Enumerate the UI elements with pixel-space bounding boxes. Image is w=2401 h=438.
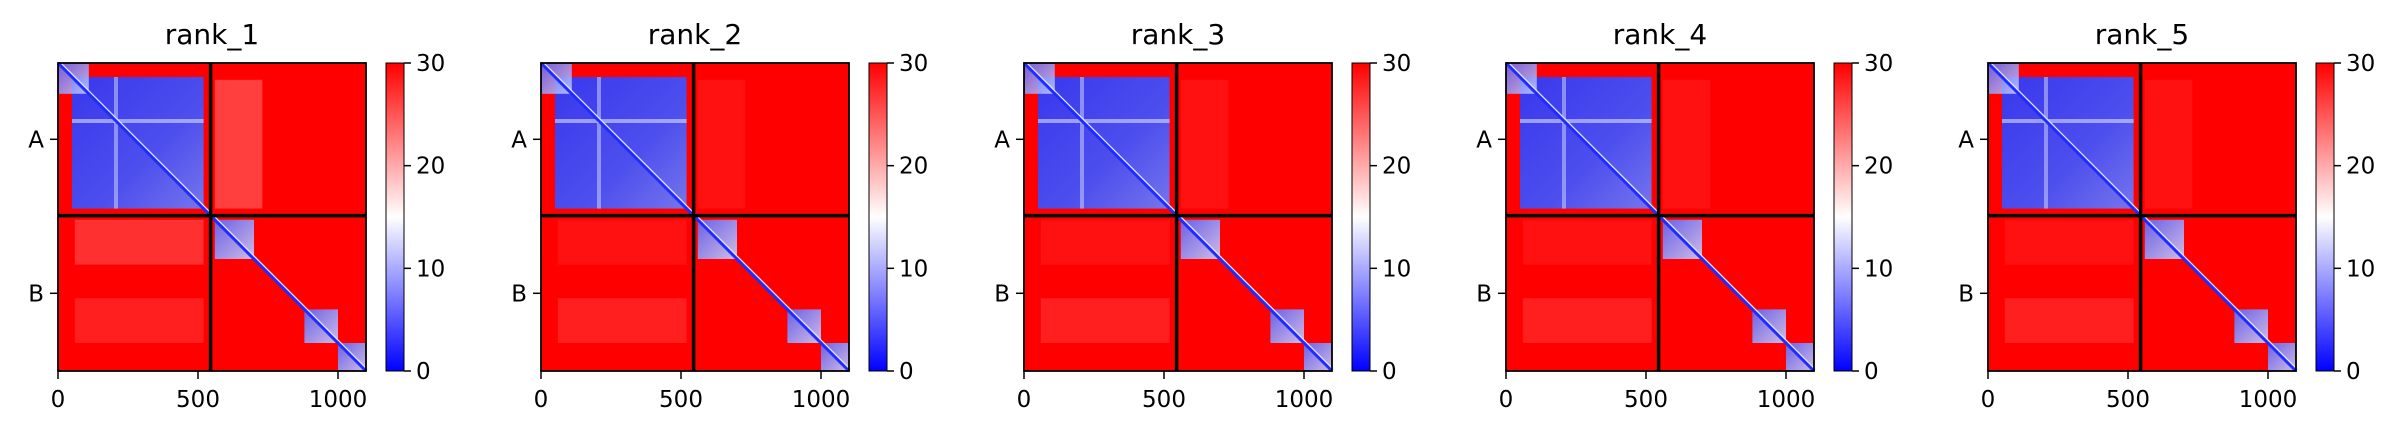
x-tick-label: 0 bbox=[51, 387, 66, 413]
x-tick-label: 1000 bbox=[792, 387, 851, 413]
x-tick-label: 0 bbox=[534, 387, 549, 413]
panel-rank_4: rank_4 0 500 1000 A B 0 10 20 30 bbox=[1476, 18, 1893, 413]
colorbar-tick-label: 30 bbox=[416, 51, 445, 77]
x-tick-label: 500 bbox=[176, 387, 220, 413]
interface-band bbox=[2144, 79, 2193, 209]
interface-band bbox=[1522, 219, 1652, 265]
y-chain-label: A bbox=[1476, 127, 1492, 153]
interface-band bbox=[1040, 219, 1170, 265]
panel-title: rank_5 bbox=[2095, 18, 2189, 51]
chain-a-stripe bbox=[1520, 119, 1652, 123]
chain-a-stripe bbox=[597, 77, 601, 209]
chain-a-stripe bbox=[114, 77, 118, 209]
heatmap-frame bbox=[57, 62, 367, 372]
colorbar-tick-label: 20 bbox=[899, 154, 928, 180]
x-tick-label: 1000 bbox=[309, 387, 368, 413]
colorbar-tick-label: 10 bbox=[1382, 256, 1411, 282]
colorbar-tick-label: 0 bbox=[1864, 359, 1879, 385]
panel-rank_1: rank_1 0 500 1000 A B 0 10 20 30 bbox=[28, 18, 445, 413]
interface-band bbox=[557, 298, 687, 343]
y-chain-label: B bbox=[994, 281, 1010, 307]
interface-band bbox=[2004, 219, 2134, 265]
y-chain-label: B bbox=[511, 281, 527, 307]
chain-a-stripe bbox=[2002, 119, 2134, 123]
y-chain-label: A bbox=[994, 127, 1010, 153]
interface-band bbox=[1040, 298, 1170, 343]
colorbar-tick-label: 10 bbox=[1864, 256, 1893, 282]
x-tick-label: 1000 bbox=[2239, 387, 2298, 413]
panel-title: rank_2 bbox=[648, 18, 742, 51]
colorbar-tick-label: 0 bbox=[2346, 359, 2361, 385]
colorbar-tick-label: 20 bbox=[416, 154, 445, 180]
chain-a-stripe bbox=[1080, 77, 1084, 209]
interface-band bbox=[1522, 298, 1652, 343]
heatmap-frame bbox=[540, 62, 850, 372]
chain-a-stripe bbox=[555, 119, 687, 123]
panel-rank_3: rank_3 0 500 1000 A B 0 10 20 30 bbox=[994, 18, 1411, 413]
chain-a-stripe bbox=[1038, 119, 1170, 123]
chain-a-stripe bbox=[72, 119, 204, 123]
colorbar-tick-label: 0 bbox=[416, 359, 431, 385]
interface-band bbox=[214, 79, 263, 209]
panel-title: rank_1 bbox=[165, 18, 259, 51]
x-tick-label: 0 bbox=[1981, 387, 1996, 413]
colorbar bbox=[385, 62, 405, 372]
y-chain-label: A bbox=[511, 127, 527, 153]
colorbar-tick-label: 30 bbox=[2346, 51, 2375, 77]
panel-rank_5: rank_5 0 500 1000 A B 0 10 20 30 bbox=[1958, 18, 2375, 413]
colorbar bbox=[1351, 62, 1371, 372]
colorbar bbox=[868, 62, 888, 372]
x-tick-label: 0 bbox=[1499, 387, 1514, 413]
x-tick-label: 500 bbox=[2106, 387, 2150, 413]
colorbar-tick-label: 10 bbox=[2346, 256, 2375, 282]
interface-band bbox=[1180, 79, 1229, 209]
chain-a-stripe bbox=[1562, 77, 1566, 209]
colorbar-tick-label: 20 bbox=[2346, 154, 2375, 180]
colorbar-tick-label: 10 bbox=[416, 256, 445, 282]
colorbar-tick-label: 20 bbox=[1864, 154, 1893, 180]
panel-rank_2: rank_2 0 500 1000 A B 0 10 20 30 bbox=[511, 18, 928, 413]
colorbar-tick-label: 10 bbox=[899, 256, 928, 282]
colorbar-tick-label: 20 bbox=[1382, 154, 1411, 180]
colorbar bbox=[1833, 62, 1853, 372]
colorbar bbox=[2315, 62, 2335, 372]
interface-band bbox=[74, 219, 204, 265]
chain-a-stripe bbox=[2044, 77, 2048, 209]
colorbar-tick-label: 0 bbox=[899, 359, 914, 385]
x-tick-label: 500 bbox=[659, 387, 703, 413]
x-tick-label: 500 bbox=[1142, 387, 1186, 413]
interface-band bbox=[74, 298, 204, 343]
x-tick-label: 0 bbox=[1017, 387, 1032, 413]
interface-band bbox=[697, 79, 746, 209]
y-chain-label: B bbox=[1476, 281, 1492, 307]
panel-title: rank_3 bbox=[1131, 18, 1225, 51]
interface-band bbox=[2004, 298, 2134, 343]
y-chain-label: A bbox=[1958, 127, 1974, 153]
x-tick-label: 1000 bbox=[1275, 387, 1334, 413]
colorbar-tick-label: 0 bbox=[1382, 359, 1397, 385]
colorbar-tick-label: 30 bbox=[899, 51, 928, 77]
heatmap-frame bbox=[1987, 62, 2297, 372]
interface-band bbox=[1662, 79, 1711, 209]
colorbar-tick-label: 30 bbox=[1864, 51, 1893, 77]
y-chain-label: B bbox=[1958, 281, 1974, 307]
interface-band bbox=[557, 219, 687, 265]
y-chain-label: B bbox=[28, 281, 44, 307]
heatmap-frame bbox=[1505, 62, 1815, 372]
x-tick-label: 500 bbox=[1624, 387, 1668, 413]
y-chain-label: A bbox=[28, 127, 44, 153]
x-tick-label: 1000 bbox=[1757, 387, 1816, 413]
heatmap-frame bbox=[1023, 62, 1333, 372]
panel-title: rank_4 bbox=[1613, 18, 1707, 51]
colorbar-tick-label: 30 bbox=[1382, 51, 1411, 77]
